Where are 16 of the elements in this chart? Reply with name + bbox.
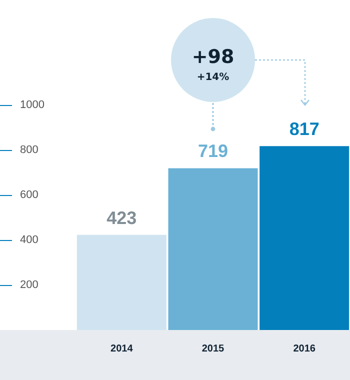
text: +14% [196, 72, 230, 83]
text: +98 [190, 46, 236, 68]
x-tick-label: 2015 [202, 344, 225, 354]
x-tick-label: 2016 [293, 344, 316, 354]
bar [76, 234, 166, 330]
data-label: 817 [289, 119, 320, 140]
y-tick-label: 400 [20, 234, 38, 246]
bar [260, 146, 350, 330]
x-tick-label: 2014 [110, 344, 134, 354]
y-tick-label: 600 [20, 189, 38, 201]
y-tick-label: 800 [20, 144, 38, 156]
data-label: 719 [198, 141, 228, 162]
bar [168, 168, 258, 330]
y-tick-label: 200 [20, 279, 38, 291]
data-label: 423 [106, 208, 137, 228]
y-tick-label: 1000 [20, 99, 44, 111]
